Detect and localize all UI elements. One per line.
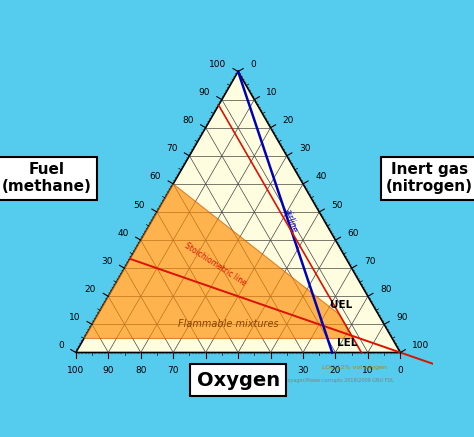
Text: wikivoyager/Power.corrupts 2018/2009 GNU FDL: wikivoyager/Power.corrupts 2018/2009 GNU… — [275, 378, 394, 383]
Text: 100: 100 — [209, 60, 226, 69]
Text: 20: 20 — [85, 285, 96, 294]
Text: 0: 0 — [398, 367, 403, 375]
Text: LOC 12% vol oxygen: LOC 12% vol oxygen — [322, 364, 387, 370]
Polygon shape — [84, 184, 353, 339]
Text: 40: 40 — [265, 367, 276, 375]
Polygon shape — [76, 72, 401, 353]
Text: 0: 0 — [250, 60, 256, 69]
Text: 40: 40 — [315, 173, 327, 181]
Text: Fuel
(methane): Fuel (methane) — [2, 162, 91, 194]
Text: UEL: UEL — [330, 300, 353, 310]
Text: 80: 80 — [182, 116, 193, 125]
Text: airline: airline — [282, 208, 298, 234]
Text: 10: 10 — [266, 88, 278, 97]
Text: 80: 80 — [135, 367, 146, 375]
Text: Oxygen: Oxygen — [197, 371, 280, 390]
Text: 80: 80 — [380, 285, 392, 294]
Text: Flammable mixtures: Flammable mixtures — [178, 319, 279, 329]
Text: 90: 90 — [396, 313, 408, 322]
Text: 0: 0 — [58, 341, 64, 350]
Text: 60: 60 — [200, 367, 211, 375]
Text: 10: 10 — [362, 367, 374, 375]
Text: 90: 90 — [102, 367, 114, 375]
Text: 50: 50 — [232, 367, 244, 375]
Text: 70: 70 — [166, 144, 177, 153]
Text: 70: 70 — [364, 257, 375, 266]
Text: 100: 100 — [67, 367, 84, 375]
Text: 70: 70 — [167, 367, 179, 375]
Text: 30: 30 — [299, 144, 310, 153]
Text: 50: 50 — [133, 201, 145, 209]
Text: 50: 50 — [331, 201, 343, 209]
Text: 90: 90 — [198, 88, 210, 97]
Text: 60: 60 — [347, 229, 359, 238]
Text: 40: 40 — [117, 229, 128, 238]
Text: Stoichiometric line: Stoichiometric line — [183, 241, 248, 288]
Text: 20: 20 — [283, 116, 294, 125]
Text: 100: 100 — [412, 341, 429, 350]
Text: 30: 30 — [101, 257, 112, 266]
Text: LEL: LEL — [337, 338, 357, 348]
Text: 20: 20 — [330, 367, 341, 375]
Text: Inert gas
(nitrogen): Inert gas (nitrogen) — [386, 162, 473, 194]
Text: 60: 60 — [150, 173, 161, 181]
Text: 10: 10 — [69, 313, 80, 322]
Text: 30: 30 — [297, 367, 309, 375]
